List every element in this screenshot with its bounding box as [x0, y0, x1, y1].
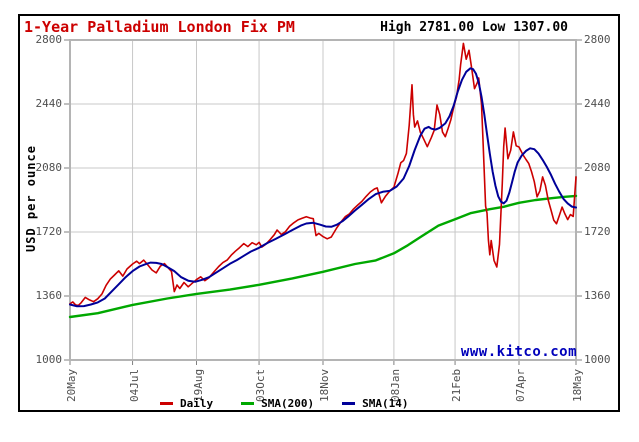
- y-tick-label-right: 1000: [584, 353, 611, 366]
- y-tick-label-left: 2800: [35, 33, 63, 46]
- legend-label: Daily: [180, 397, 214, 410]
- y-tick-label-left: 1000: [35, 353, 63, 366]
- y-tick-label-right: 1360: [584, 289, 611, 302]
- x-tick-label: 18May: [571, 368, 584, 402]
- y-tick-label-left: 2080: [35, 161, 63, 174]
- y-tick-label-left: 2440: [35, 97, 63, 110]
- kitco-watermark: www.kitco.com: [460, 344, 577, 360]
- series-line-sma200: [68, 194, 578, 319]
- y-tick-label-right: 1720: [584, 225, 611, 238]
- high-low-readout: High 2781.00 Low 1307.00: [380, 20, 568, 35]
- chart-outer-border: 1-Year Palladium London Fix PM High 2781…: [18, 14, 620, 412]
- y-tick-label-left: 1360: [35, 289, 63, 302]
- x-tick-label: 20May: [65, 368, 78, 402]
- plot-frame: [69, 39, 577, 361]
- y-tick-label-left: 1720: [35, 225, 63, 238]
- x-tick-label: 21Feb: [450, 368, 464, 402]
- y-tick-label-right: 2440: [584, 97, 611, 110]
- legend-dash-icon: [342, 402, 356, 405]
- legend-item-sma14: SMA(14): [342, 397, 408, 410]
- y-tick-label-right: 2800: [584, 33, 611, 46]
- legend-label: SMA(200): [261, 397, 315, 410]
- legend-dash-icon: [241, 402, 255, 405]
- chart-title: 1-Year Palladium London Fix PM: [24, 18, 295, 36]
- legend-item-daily: Daily: [160, 397, 213, 410]
- y-tick-label-right: 2080: [584, 161, 611, 174]
- legend-label: SMA(14): [362, 397, 409, 410]
- x-tick-label: 07Apr: [514, 368, 527, 402]
- x-tick-label: 04Jul: [127, 368, 141, 402]
- legend-dash-icon: [160, 402, 173, 405]
- series-line-sma14: [69, 67, 577, 308]
- legend: Daily SMA(200) SMA(14): [160, 397, 408, 410]
- legend-item-sma200: SMA(200): [241, 397, 314, 410]
